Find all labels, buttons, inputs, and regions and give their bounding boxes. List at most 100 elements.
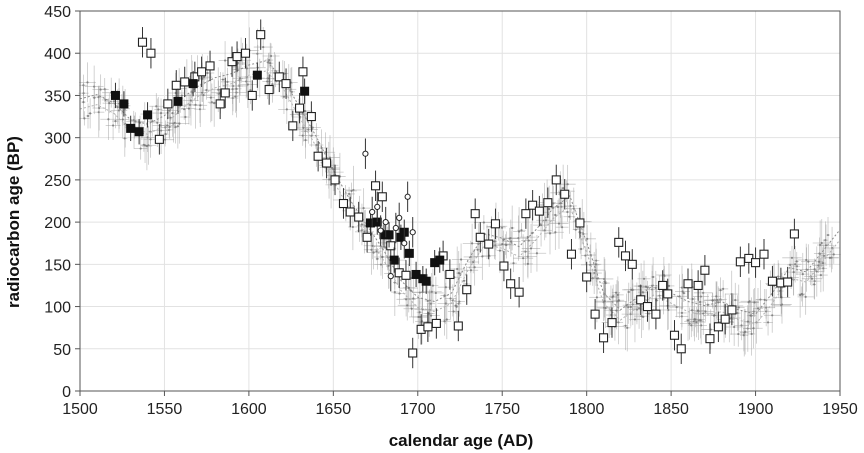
open-square-point xyxy=(490,208,501,239)
background-measurement xyxy=(798,243,815,277)
background-measurement xyxy=(815,253,823,270)
background-measurement xyxy=(193,83,208,128)
background-measurement xyxy=(783,248,804,296)
background-measurement xyxy=(201,80,212,100)
open-square-point xyxy=(475,222,485,253)
background-measurement xyxy=(801,271,823,287)
filled-square-point xyxy=(435,247,445,273)
open-square-point xyxy=(146,38,156,69)
background-measurement xyxy=(739,319,748,352)
background-measurement xyxy=(158,116,176,134)
open-square-point xyxy=(599,322,609,353)
background-measurement xyxy=(794,251,799,271)
background-measurement xyxy=(687,306,706,338)
background-measurement xyxy=(626,282,631,302)
open-square-point xyxy=(462,274,472,305)
background-measurement xyxy=(819,224,833,267)
open-square-point xyxy=(566,239,577,270)
background-measurement xyxy=(734,310,749,341)
filled-square-point xyxy=(384,222,394,248)
x-tick-label: 1550 xyxy=(147,401,183,418)
background-measurement xyxy=(718,277,723,304)
background-measurement xyxy=(409,272,413,309)
open-circle-point xyxy=(404,181,411,212)
background-measurement xyxy=(642,275,650,298)
background-measurement xyxy=(473,215,494,230)
open-square-point xyxy=(735,246,745,277)
open-square-point xyxy=(205,50,215,82)
filled-square-point xyxy=(404,240,414,267)
background-measurement xyxy=(513,207,526,256)
background-measurement xyxy=(397,290,417,321)
background-measurement xyxy=(798,286,805,302)
open-square-point xyxy=(484,228,494,260)
background-measurement xyxy=(687,297,702,342)
background-measurement xyxy=(680,307,699,340)
open-circle-point xyxy=(377,215,384,246)
x-tick-label: 1750 xyxy=(484,401,520,418)
background-measurement xyxy=(343,186,355,201)
background-measurement xyxy=(444,277,457,320)
open-square-point xyxy=(767,266,777,297)
open-square-point xyxy=(499,250,509,282)
background-measurement xyxy=(454,291,459,322)
background-measurement xyxy=(755,289,774,311)
background-measurement xyxy=(611,284,621,302)
x-tick-label: 1500 xyxy=(62,401,98,418)
background-measurement xyxy=(141,121,153,171)
open-square-point xyxy=(620,240,631,272)
open-square-point xyxy=(281,68,291,99)
background-measurement xyxy=(812,269,817,299)
open-circle-point xyxy=(409,217,416,248)
open-square-point xyxy=(163,88,173,120)
background-measurement xyxy=(513,234,534,283)
open-square-point xyxy=(669,320,680,351)
background-measurement xyxy=(453,286,465,317)
background-measurement xyxy=(782,245,802,270)
open-square-point xyxy=(220,77,230,109)
open-square-point xyxy=(551,164,561,196)
filled-square-point xyxy=(143,102,153,128)
open-square-point xyxy=(330,164,340,196)
x-tick-label: 1800 xyxy=(569,401,605,418)
calibration-curve-line xyxy=(79,60,841,315)
open-circle-point xyxy=(374,191,381,223)
open-square-point xyxy=(345,196,355,228)
background-measurement xyxy=(551,206,559,224)
background-measurement xyxy=(81,86,86,118)
background-measurement xyxy=(595,284,615,318)
background-measurement xyxy=(450,246,465,292)
background-measurement xyxy=(149,93,164,120)
background-measurement xyxy=(517,222,526,238)
open-square-point xyxy=(306,101,316,132)
open-square-point xyxy=(759,239,769,270)
background-measurement xyxy=(711,282,722,311)
background-measurement xyxy=(821,248,839,268)
background-measurement xyxy=(689,279,697,319)
background-measurement xyxy=(677,298,687,328)
background-measurement xyxy=(566,187,581,230)
background-measurement xyxy=(85,103,91,129)
x-tick-label: 1950 xyxy=(822,401,858,418)
open-square-point xyxy=(713,311,723,343)
background-measurement xyxy=(467,250,480,274)
open-square-point xyxy=(676,333,686,364)
open-square-point xyxy=(470,198,480,229)
background-measurement xyxy=(133,137,148,160)
open-square-point xyxy=(154,124,164,155)
background-measurement xyxy=(437,306,452,336)
open-square-point xyxy=(560,179,570,210)
background-measurement xyxy=(265,52,274,68)
background-measurement xyxy=(629,296,641,343)
y-tick-label: 0 xyxy=(62,384,71,401)
background-measurement xyxy=(447,301,460,322)
background-measurement xyxy=(415,298,429,345)
background-measurement xyxy=(739,309,752,355)
open-circle-point xyxy=(396,202,403,234)
open-circle-point xyxy=(362,138,369,169)
open-square-point xyxy=(215,88,225,120)
open-square-point xyxy=(506,268,516,299)
open-square-point xyxy=(521,198,531,229)
open-square-point xyxy=(338,188,349,219)
background-measurement xyxy=(637,260,651,298)
